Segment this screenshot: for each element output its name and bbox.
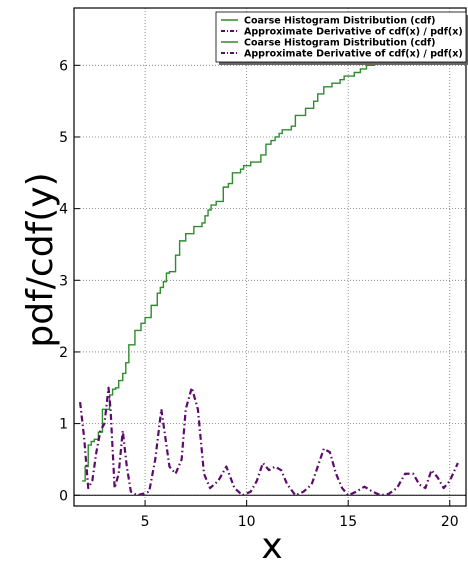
x-tick-label: 20 (441, 514, 459, 530)
x-tick-label: 10 (238, 514, 256, 530)
x-tick-label: 5 (141, 514, 150, 530)
legend-entry-label: Coarse Histogram Distribution (cdf) (244, 16, 436, 27)
x-tick-label: 15 (339, 514, 357, 530)
x-axis-title: x (261, 526, 282, 564)
plot-frame (73, 7, 467, 507)
legend-entry-label: Approximate Derivative of cdf(x) / pdf(x… (244, 27, 463, 38)
series-layer (79, 43, 466, 497)
y-tick-label: 6 (59, 58, 68, 74)
pdf-dashdot-line (79, 386, 459, 497)
y-tick-label: 4 (59, 202, 68, 218)
legend-entry-label: Approximate Derivative of cdf(x) / pdf(x… (244, 49, 463, 60)
y-tick-label: 1 (59, 417, 68, 433)
grid (74, 8, 466, 506)
y-tick-label: 2 (59, 345, 68, 361)
y-axis-title: pdf/cdf(y) (20, 172, 61, 347)
y-tick-label: 0 (59, 488, 68, 504)
cdf-step-line (82, 43, 466, 482)
legend: Coarse Histogram Distribution (cdf)Appro… (215, 11, 468, 65)
legend-box (215, 11, 467, 63)
y-tick-label: 5 (59, 130, 68, 146)
legend-entry-label: Coarse Histogram Distribution (cdf) (244, 38, 436, 49)
y-tick-label: 3 (59, 273, 68, 289)
ticks: 5 10 15 20 0 1 2 3 4 5 6 (59, 58, 459, 530)
